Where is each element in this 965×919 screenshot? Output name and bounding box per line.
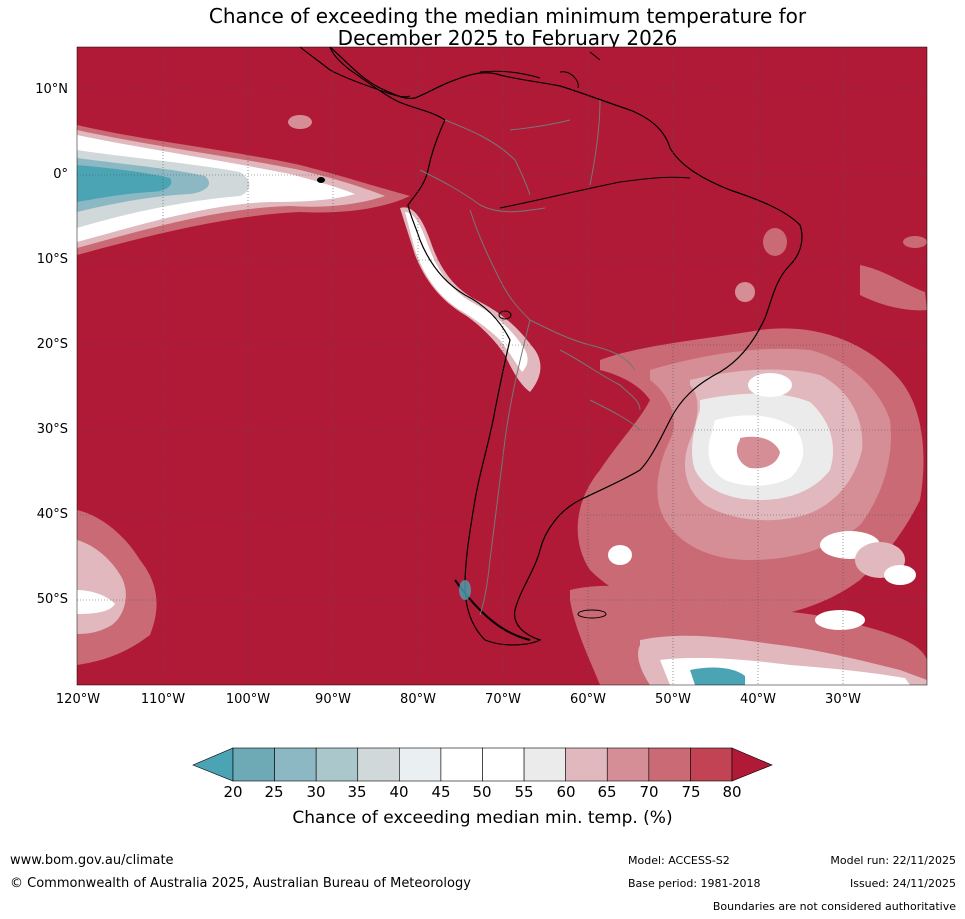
x-tick-50w: 50°W bbox=[655, 692, 691, 707]
colorbar-label-60: 60 bbox=[556, 783, 576, 801]
andes-pale-strip bbox=[400, 207, 541, 392]
country-borders bbox=[419, 99, 641, 616]
y-tick-50s: 50°S bbox=[36, 592, 68, 607]
footer-issued: Issued: 24/11/2025 bbox=[849, 877, 956, 890]
colorbar-segment-45-50 bbox=[440, 747, 483, 782]
colorbar-label-75: 75 bbox=[681, 783, 701, 801]
y-tick-10s: 10°S bbox=[36, 252, 68, 267]
gridlines bbox=[77, 47, 927, 685]
x-tick-90w: 90°W bbox=[315, 692, 351, 707]
southern-blobs bbox=[570, 545, 927, 685]
colorbar-segment-25-30 bbox=[274, 747, 317, 782]
colorbar-label-25: 25 bbox=[264, 783, 284, 801]
colorbar-segments bbox=[232, 747, 733, 782]
footer-base-period: Base period: 1981-2018 bbox=[628, 877, 761, 890]
colorbar-label-30: 30 bbox=[306, 783, 326, 801]
x-tick-70w: 70°W bbox=[485, 692, 521, 707]
patagonian-icefield bbox=[459, 580, 471, 600]
colorbar-segment-65-70 bbox=[606, 747, 650, 782]
footer-disclaimer: Boundaries are not considered authoritat… bbox=[712, 900, 956, 913]
galapagos bbox=[317, 177, 325, 183]
colorbar-label-35: 35 bbox=[347, 783, 367, 801]
colorbar-segment-30-35 bbox=[315, 747, 359, 782]
footer-url[interactable]: www.bom.gov.au/climate bbox=[10, 853, 174, 868]
colorbar-segment-55-60 bbox=[523, 747, 566, 782]
y-tick-10n: 10°N bbox=[35, 82, 68, 97]
x-tick-110w: 110°W bbox=[140, 692, 186, 707]
y-tick-0: 0° bbox=[53, 167, 68, 182]
southeast-pacific-blob bbox=[77, 510, 157, 665]
map-frame bbox=[76, 46, 928, 686]
colorbar-label-20: 20 bbox=[223, 783, 243, 801]
x-tick-120w: 120°W bbox=[55, 692, 101, 707]
colorbar-segment-40-45 bbox=[399, 747, 442, 782]
colorbar-segment-70-75 bbox=[648, 747, 691, 782]
colorbar-label-70: 70 bbox=[639, 783, 659, 801]
amazon-river bbox=[499, 176, 691, 209]
falkland-islands bbox=[577, 609, 607, 619]
footer-copyright: © Commonwealth of Australia 2025, Austra… bbox=[10, 876, 471, 891]
colorbar-low-arrow bbox=[192, 747, 234, 782]
map-title-line-2: December 2025 to February 2026 bbox=[337, 26, 678, 50]
tropical-atlantic-patches bbox=[288, 115, 927, 311]
x-tick-100w: 100°W bbox=[225, 692, 271, 707]
colorbar-segment-50-55 bbox=[482, 747, 525, 782]
caribbean-coastline bbox=[479, 51, 601, 89]
x-tick-80w: 80°W bbox=[400, 692, 436, 707]
x-tick-30w: 30°W bbox=[825, 692, 861, 707]
y-tick-40s: 40°S bbox=[36, 507, 68, 522]
y-tick-30s: 30°S bbox=[36, 422, 68, 437]
lake-titicaca bbox=[498, 310, 512, 320]
footer-model: Model: ACCESS-S2 bbox=[628, 854, 730, 867]
central-america-coastline bbox=[299, 47, 411, 98]
footer-model-run: Model run: 22/11/2025 bbox=[830, 854, 956, 867]
y-tick-20s: 20°S bbox=[36, 337, 68, 352]
colorbar-segment-75-80 bbox=[690, 747, 733, 782]
colorbar-segment-35-40 bbox=[357, 747, 400, 782]
map-title-line-1: Chance of exceeding the median minimum t… bbox=[208, 4, 807, 28]
colorbar-title: Chance of exceeding median min. temp. (%… bbox=[292, 808, 673, 828]
colorbar-segment-60-65 bbox=[565, 747, 608, 782]
colorbar-label-40: 40 bbox=[389, 783, 409, 801]
x-tick-40w: 40°W bbox=[740, 692, 776, 707]
colorbar-high-arrow bbox=[731, 747, 773, 782]
equatorial-cool-tongue bbox=[77, 125, 410, 255]
probability-map bbox=[76, 46, 928, 686]
colorbar bbox=[192, 747, 773, 782]
colorbar-label-50: 50 bbox=[472, 783, 492, 801]
south-america-coastline bbox=[329, 47, 803, 646]
colorbar-label-65: 65 bbox=[597, 783, 617, 801]
x-tick-60w: 60°W bbox=[570, 692, 606, 707]
colorbar-segment-20-25 bbox=[232, 747, 275, 782]
south-atlantic-neutral-zone bbox=[577, 328, 924, 622]
colorbar-label-55: 55 bbox=[514, 783, 534, 801]
colorbar-label-80: 80 bbox=[722, 783, 742, 801]
colorbar-label-45: 45 bbox=[431, 783, 451, 801]
